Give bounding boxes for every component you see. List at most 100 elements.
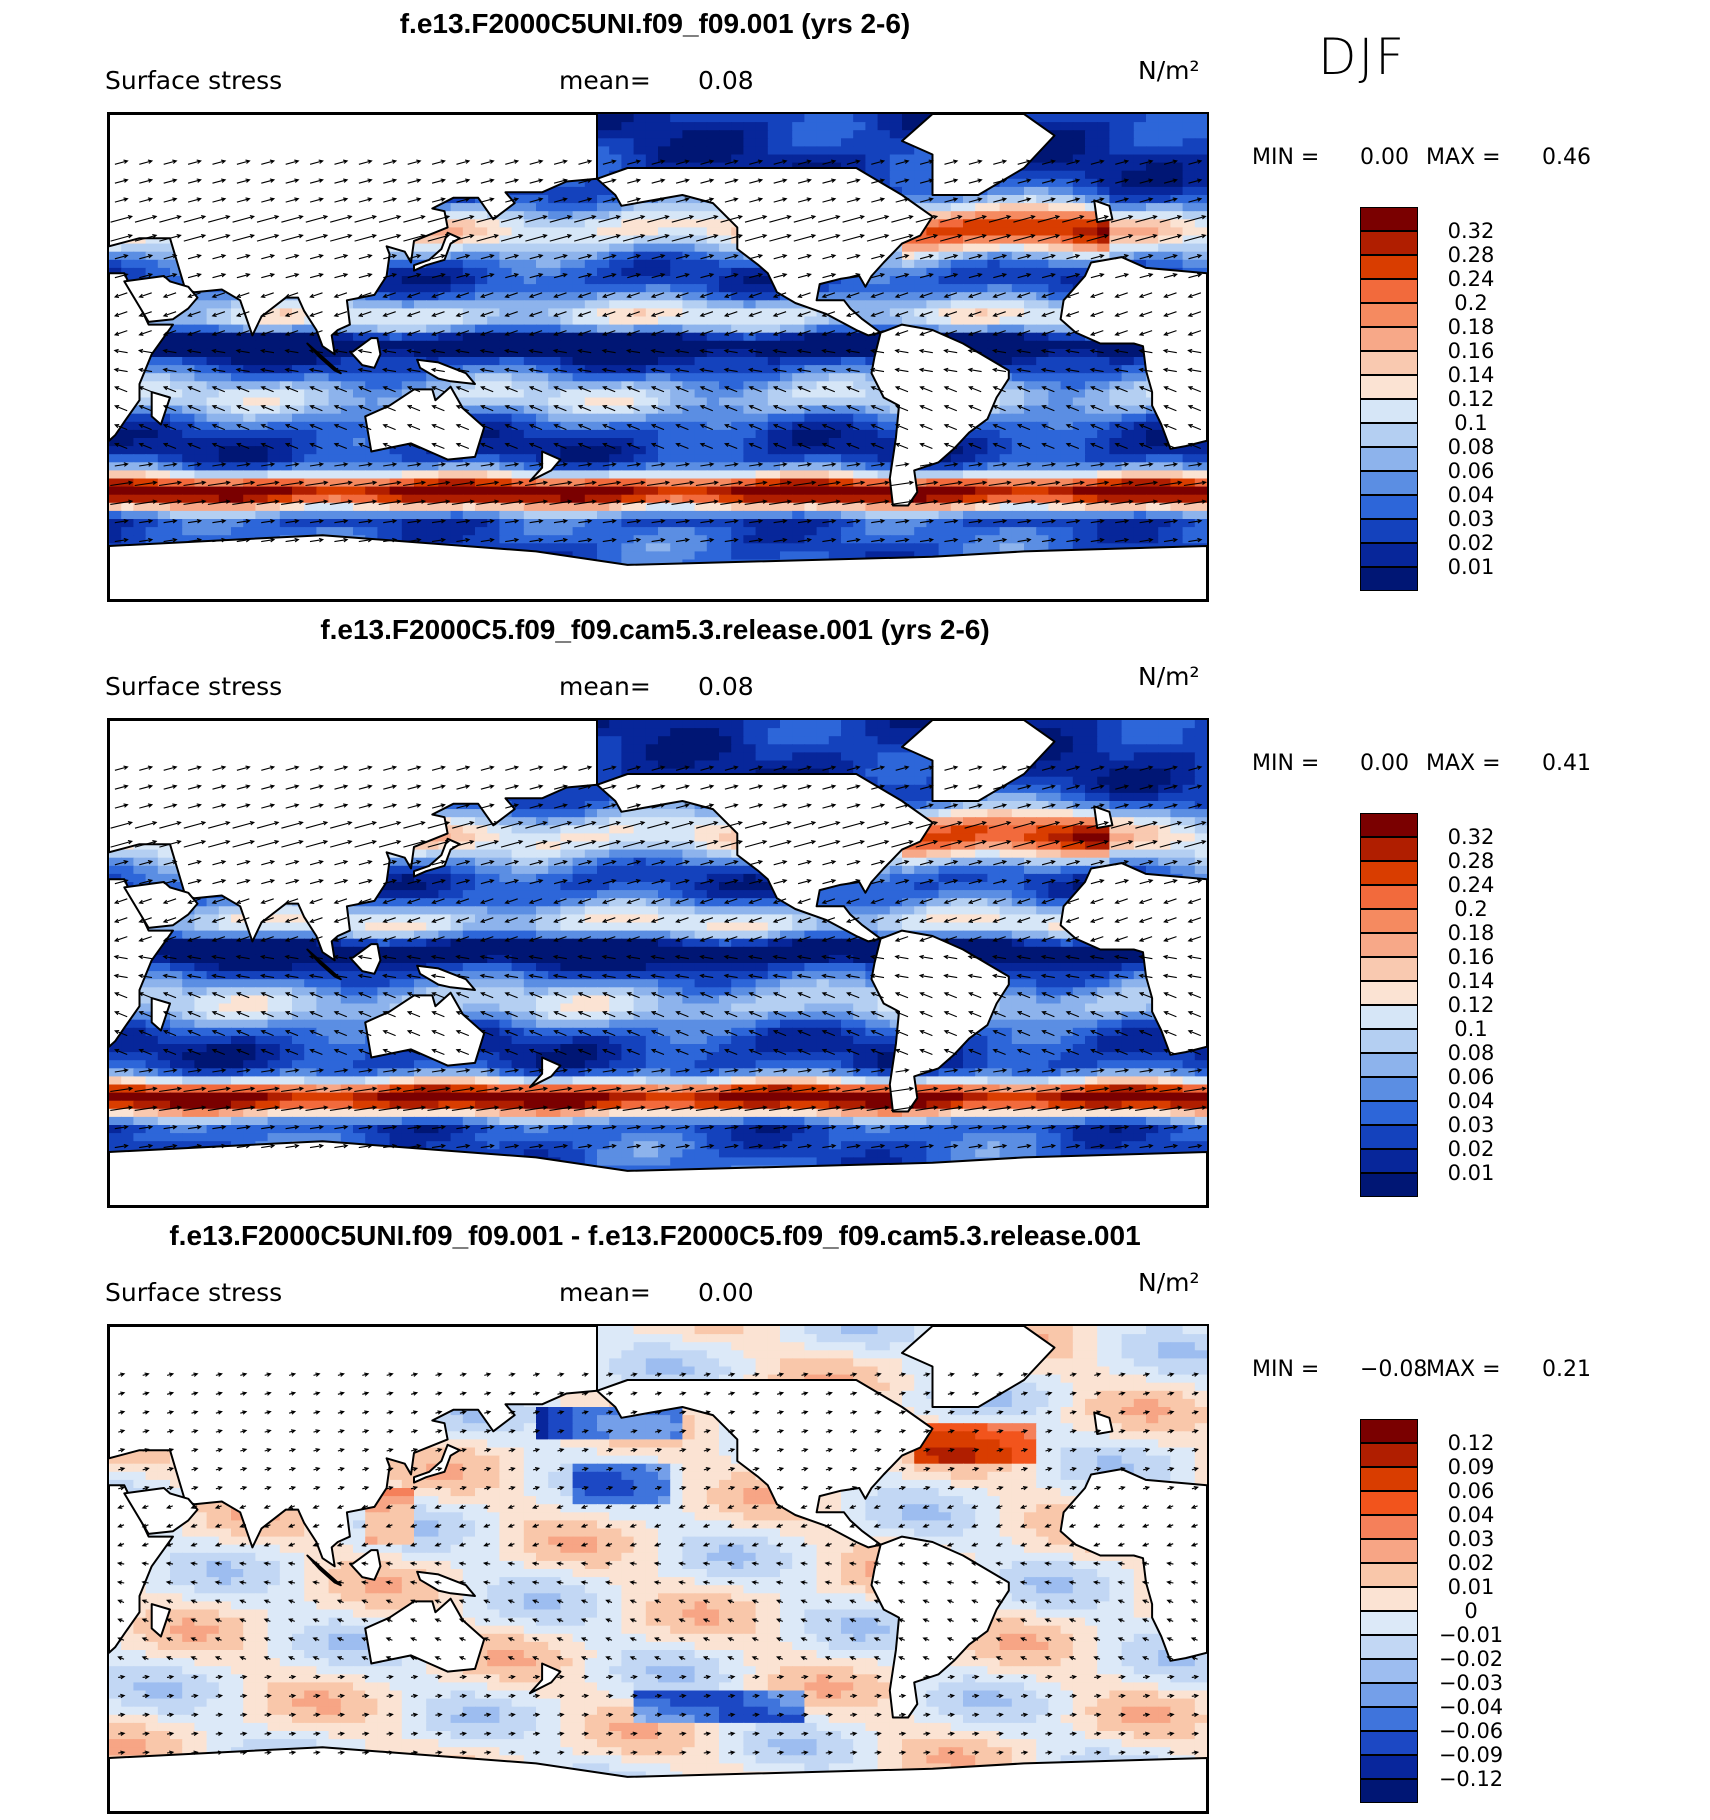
max-label: MAX = <box>1426 751 1501 776</box>
colorbar-tick-label: 0.24 <box>1447 873 1495 897</box>
colorbar-tick-label: 0.28 <box>1447 243 1495 267</box>
mean-value: 0.08 <box>698 672 754 701</box>
colorbar-swatch <box>1360 909 1418 933</box>
map-panel-3: f.e13.F2000C5UNI.f09_f09.001 - f.e13.F20… <box>0 1212 1710 1818</box>
colorbar-tick-label: 0.14 <box>1447 969 1495 993</box>
colorbar-tick-label: 0.01 <box>1447 1161 1495 1185</box>
colorbar-tick-label: 0.2 <box>1454 897 1488 921</box>
colorbar-swatch <box>1360 303 1418 327</box>
map-canvas <box>109 720 1207 1206</box>
variable-label: Surface stress <box>105 66 283 95</box>
max-label: MAX = <box>1426 145 1501 170</box>
min-label: MIN = <box>1252 751 1320 776</box>
colorbar-swatch <box>1360 1755 1418 1779</box>
variable-label: Surface stress <box>105 1278 283 1307</box>
colorbar-tick-label: 0.24 <box>1447 267 1495 291</box>
map-panel-2: f.e13.F2000C5.f09_f09.cam5.3.release.001… <box>0 606 1710 1212</box>
colorbar-tick-label: 0.16 <box>1447 945 1495 969</box>
colorbar-tick-label: 0.06 <box>1447 1479 1495 1503</box>
colorbar-tick-label: 0.18 <box>1447 315 1495 339</box>
colorbar-tick-label: 0.02 <box>1447 1137 1495 1161</box>
colorbar-tick-label: 0 <box>1464 1599 1478 1623</box>
colorbar-swatch <box>1360 1779 1418 1803</box>
max-value: 0.46 <box>1542 145 1591 170</box>
units-label: N/m² <box>1138 56 1200 85</box>
colorbar-swatch <box>1360 933 1418 957</box>
colorbar-tick-label: −0.03 <box>1438 1671 1504 1695</box>
colorbar-tick-label: 0.08 <box>1447 1041 1495 1065</box>
colorbar-tick-label: 0.06 <box>1447 459 1495 483</box>
map-panel-1: f.e13.F2000C5UNI.f09_f09.001 (yrs 2-6) S… <box>0 0 1710 606</box>
colorbar-tick-label: 0.03 <box>1447 1113 1495 1137</box>
colorbar-swatch <box>1360 1053 1418 1077</box>
colorbar-swatch <box>1360 567 1418 591</box>
colorbar-tick-label: 0.12 <box>1447 993 1495 1017</box>
colorbar-swatch <box>1360 1443 1418 1467</box>
colorbar-tick-label: −0.02 <box>1438 1647 1504 1671</box>
min-value: 0.00 <box>1360 145 1409 170</box>
colorbar-swatch <box>1360 1731 1418 1755</box>
panel-title: f.e13.F2000C5UNI.f09_f09.001 (yrs 2-6) <box>399 8 911 39</box>
colorbar-tick-label: 0.32 <box>1447 219 1495 243</box>
colorbar-swatch <box>1360 1005 1418 1029</box>
stress-vectors <box>116 1372 1200 1755</box>
min-label: MIN = <box>1252 1357 1320 1382</box>
colorbar-swatch <box>1360 885 1418 909</box>
colorbar-swatch <box>1360 255 1418 279</box>
colorbar-tick-label: 0.12 <box>1447 1431 1495 1455</box>
stress-vectors <box>110 765 1207 1149</box>
colorbar-swatch <box>1360 957 1418 981</box>
colorbar-tick-label: 0.16 <box>1447 339 1495 363</box>
colorbar-tick-label: 0.18 <box>1447 921 1495 945</box>
surface-stress-map <box>107 718 1209 1208</box>
colorbar-tick-label: 0.02 <box>1447 531 1495 555</box>
colorbar-swatch <box>1360 1173 1418 1197</box>
panel-title: f.e13.F2000C5UNI.f09_f09.001 - f.e13.F20… <box>169 1220 1141 1251</box>
mean-value: 0.08 <box>698 66 754 95</box>
colorbar-tick-label: 0.1 <box>1454 1017 1488 1041</box>
colorbar-swatch <box>1360 861 1418 885</box>
colorbar-tick-label: 0.01 <box>1447 1575 1495 1599</box>
colorbar-swatch <box>1360 1707 1418 1731</box>
colorbar-swatch <box>1360 1491 1418 1515</box>
colorbar-tick-label: 0.04 <box>1447 1089 1495 1113</box>
colorbar-swatch <box>1360 1419 1418 1443</box>
colorbar-swatch <box>1360 447 1418 471</box>
colorbar-tick-label: −0.09 <box>1438 1743 1504 1767</box>
stress-vectors <box>110 159 1207 543</box>
max-label: MAX = <box>1426 1357 1501 1382</box>
colorbar-tick-label: 0.06 <box>1447 1065 1495 1089</box>
colorbar-swatch <box>1360 543 1418 567</box>
colorbar-tick-label: 0.03 <box>1447 1527 1495 1551</box>
colorbar-swatch <box>1360 423 1418 447</box>
colorbar-swatch <box>1360 1149 1418 1173</box>
colorbar-swatch <box>1360 1611 1418 1635</box>
colorbar-swatch <box>1360 495 1418 519</box>
colorbar-swatch <box>1360 1077 1418 1101</box>
surface-stress-map <box>107 112 1209 602</box>
colorbar-tick-label: 0.08 <box>1447 435 1495 459</box>
mean-label: mean= <box>559 672 651 701</box>
colorbar-swatch <box>1360 1029 1418 1053</box>
units-label: N/m² <box>1138 1268 1200 1297</box>
colorbar-swatch <box>1360 375 1418 399</box>
season-label: DJF <box>1318 28 1407 86</box>
colorbar-swatch <box>1360 1683 1418 1707</box>
colorbar-swatch <box>1360 1587 1418 1611</box>
mean-label: mean= <box>559 1278 651 1307</box>
colorbar-tick-label: 0.09 <box>1447 1455 1495 1479</box>
colorbar-tick-label: 0.2 <box>1454 291 1488 315</box>
colorbar-swatch <box>1360 981 1418 1005</box>
min-value: 0.00 <box>1360 751 1409 776</box>
colorbar-tick-label: −0.12 <box>1438 1767 1504 1791</box>
continents <box>109 1326 1207 1812</box>
colorbar-swatch <box>1360 1539 1418 1563</box>
colorbar-swatch <box>1360 837 1418 861</box>
surface-stress-map <box>107 1324 1209 1814</box>
min-label: MIN = <box>1252 145 1320 170</box>
colorbar-tick-label: 0.28 <box>1447 849 1495 873</box>
mean-label: mean= <box>559 66 651 95</box>
colorbar-swatch <box>1360 813 1418 837</box>
continents <box>109 114 1207 600</box>
colorbar-tick-label: 0.04 <box>1447 1503 1495 1527</box>
